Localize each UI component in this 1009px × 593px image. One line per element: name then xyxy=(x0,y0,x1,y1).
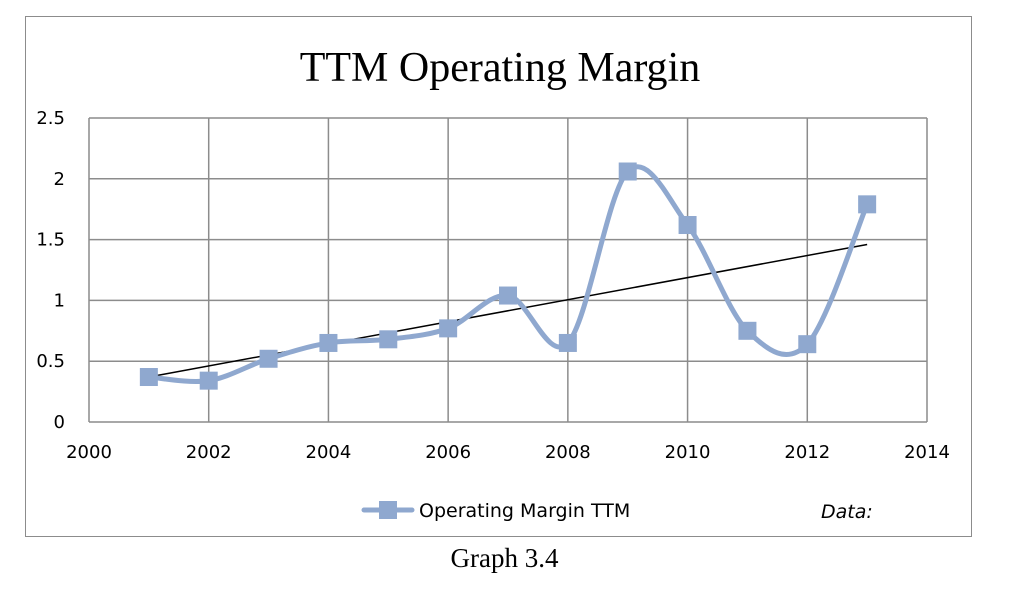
x-tick-label: 2002 xyxy=(186,442,232,463)
chart-svg: TTM Operating Margin 2000 2002 2004 2006 200… xyxy=(36,45,950,523)
chart-title: TTM Operating Margin xyxy=(300,45,700,91)
series-layer xyxy=(139,162,877,390)
x-tick-label: 2006 xyxy=(425,442,471,463)
chart-frame: TTM Operating Margin 2000 2002 2004 2006 200… xyxy=(25,16,972,537)
data-point-marker xyxy=(738,321,757,340)
x-tick-label: 2004 xyxy=(306,442,352,463)
data-point-marker xyxy=(439,319,458,338)
y-tick-label: 0 xyxy=(54,412,65,433)
data-point-marker xyxy=(858,195,877,214)
data-note: Data: xyxy=(821,501,873,523)
trendline xyxy=(148,243,868,378)
data-point-marker xyxy=(558,333,577,352)
x-tick-label: 2014 xyxy=(904,442,950,463)
data-point-marker xyxy=(139,368,158,387)
data-point-marker xyxy=(199,371,218,390)
data-point-marker xyxy=(319,333,338,352)
legend-label: Operating Margin TTM xyxy=(419,500,630,522)
axis-labels: 2000 2002 2004 2006 2008 2010 2012 2014 0 0.5 1 1.5… xyxy=(36,108,950,463)
grid-layer xyxy=(88,117,928,423)
series-line xyxy=(146,164,870,384)
y-tick-label: 1 xyxy=(54,290,65,311)
data-point-marker xyxy=(499,286,517,305)
data-point-marker xyxy=(798,335,817,354)
x-tick-label: 2010 xyxy=(665,442,711,463)
legend: Operating Margin TTM Data: xyxy=(361,500,873,523)
legend-marker-swatch xyxy=(379,501,397,519)
data-point-marker xyxy=(618,162,637,181)
trend-layer xyxy=(148,243,868,378)
x-tick-label: 2012 xyxy=(784,442,830,463)
x-tick-label: 2008 xyxy=(545,442,591,463)
data-point-marker xyxy=(259,349,278,368)
y-tick-label: 1.5 xyxy=(36,230,65,251)
figure-caption: Graph 3.4 xyxy=(450,543,559,573)
y-tick-label: 2.5 xyxy=(36,108,65,129)
x-tick-label: 2000 xyxy=(66,442,112,463)
y-tick-label: 2 xyxy=(54,169,65,190)
y-tick-label: 0.5 xyxy=(36,351,65,372)
data-point-marker xyxy=(678,216,697,235)
data-point-marker xyxy=(379,330,398,349)
